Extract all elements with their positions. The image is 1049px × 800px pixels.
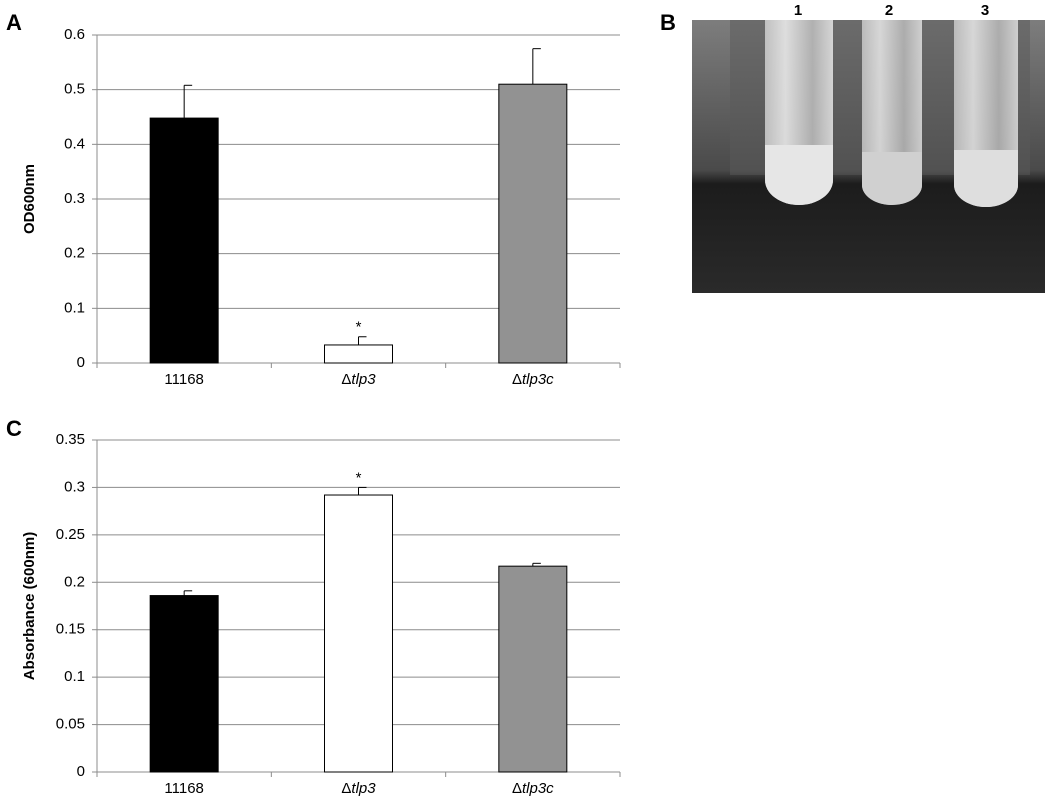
- tube: [765, 20, 833, 205]
- x-tick-label: 11168: [164, 371, 204, 388]
- y-tick-label: 0: [77, 354, 85, 371]
- y-tick-label: 0.15: [56, 621, 85, 638]
- y-tick-label: 0.25: [56, 526, 85, 543]
- y-tick-label: 0.5: [64, 81, 85, 98]
- panel-label: C: [6, 416, 22, 441]
- y-tick-label: 0.2: [64, 245, 85, 262]
- y-axis-title: Absorbance (600nm): [21, 532, 38, 680]
- bar: [324, 344, 393, 364]
- tube-label: 2: [885, 2, 893, 19]
- x-tick-label: Δtlp3: [341, 371, 376, 388]
- y-tick-label: 0: [77, 763, 85, 780]
- tube: [954, 20, 1018, 207]
- bar: [324, 494, 393, 773]
- bar-chart: C Absorbance (600nm) 0 0.05 0.1 0.15 0.2 0.25 0.…: [6, 416, 621, 797]
- x-tick-label: Δtlp3c: [512, 780, 554, 797]
- y-tick-label: 0.1: [64, 668, 85, 685]
- panel-label: A: [6, 10, 22, 35]
- bar-chart: A OD600nm 0 0.1 0.2 0.3 0.4 0.5 0.6 11168 * Δtlp3 Δt…: [6, 10, 621, 388]
- bar: [149, 595, 219, 773]
- y-tick-label: 0.2: [64, 573, 85, 590]
- x-tick-label: 11168: [164, 780, 204, 797]
- significance-marker: *: [356, 319, 362, 336]
- y-axis-title: OD600nm: [21, 164, 38, 234]
- y-tick-label: 0.1: [64, 299, 85, 316]
- y-tick-label: 0.3: [64, 190, 85, 207]
- y-tick-label: 0.35: [56, 431, 85, 448]
- bar: [498, 565, 568, 773]
- y-tick-label: 0.4: [64, 135, 85, 152]
- x-tick-label: Δtlp3c: [512, 371, 554, 388]
- y-tick-label: 0.05: [56, 716, 85, 733]
- bar: [149, 117, 219, 364]
- y-tick-label: 0.3: [64, 478, 85, 495]
- bar: [498, 83, 568, 364]
- x-tick-label: Δtlp3: [341, 780, 376, 797]
- panel-label: B: [660, 10, 676, 35]
- y-tick-label: 0.6: [64, 26, 85, 43]
- tube: [862, 20, 922, 205]
- tube-label: 1: [794, 2, 802, 19]
- significance-marker: *: [356, 469, 362, 486]
- tube-label: 3: [981, 2, 989, 19]
- photo-panel: B 1 2 3: [660, 2, 1045, 293]
